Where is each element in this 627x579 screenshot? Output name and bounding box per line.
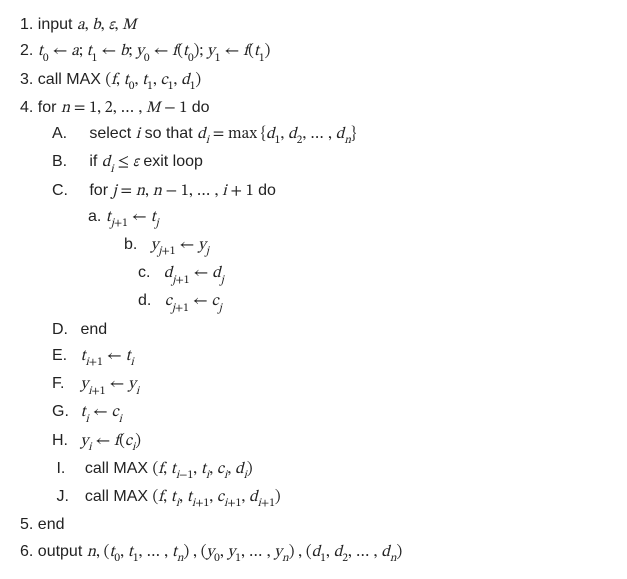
algo-line-C: C. for j = n, n − 1, … , i + 1 do [20,178,607,204]
algo-line-3: 3. call MAX (f, t0, t1, c1, d1) [20,67,607,95]
algo-line-B: B. if di ≤ ε exit loop [20,149,607,177]
algo-line-D: D. end [20,317,607,343]
algo-line-a: a. tj+1 ← tj [20,204,607,232]
algo-line-b: b. yj+1 ← yj [20,232,607,260]
step-num: 1. input [20,16,77,33]
algo-line-G: G. ti ← ci [20,399,607,427]
algo-line-H: H. yi ← f(ci) [20,428,607,456]
algo-line-F: F. yi+1 ← yi [20,371,607,399]
algo-line-J: J. call MAX (f, ti, ti+1, ci+1, di+1) [20,484,607,512]
algorithm-block: 1. input a, b, ε, M 2. t0 ← a; t1 ← b; y… [20,12,607,567]
algo-line-4: 4. for n = 1, 2, … , M − 1 do [20,95,607,121]
algo-line-d: d. cj+1 ← cj [20,288,607,316]
algo-line-6: 6. output n, (t0, t1, … , tn) , (y0, y1,… [20,539,607,567]
algo-line-2: 2. t0 ← a; t1 ← b; y0 ← f(t0); y1 ← f(t1… [20,38,607,66]
algo-line-5: 5. end [20,512,607,538]
algo-line-I: I. call MAX (f, ti−1, ti, ci, di) [20,456,607,484]
algo-line-1: 1. input a, b, ε, M [20,12,607,38]
algo-line-A: A. select i so that di = max {d1, d2, … … [20,121,607,149]
algo-line-c: c. dj+1 ← dj [20,260,607,288]
algo-line-E: E. ti+1 ← ti [20,343,607,371]
